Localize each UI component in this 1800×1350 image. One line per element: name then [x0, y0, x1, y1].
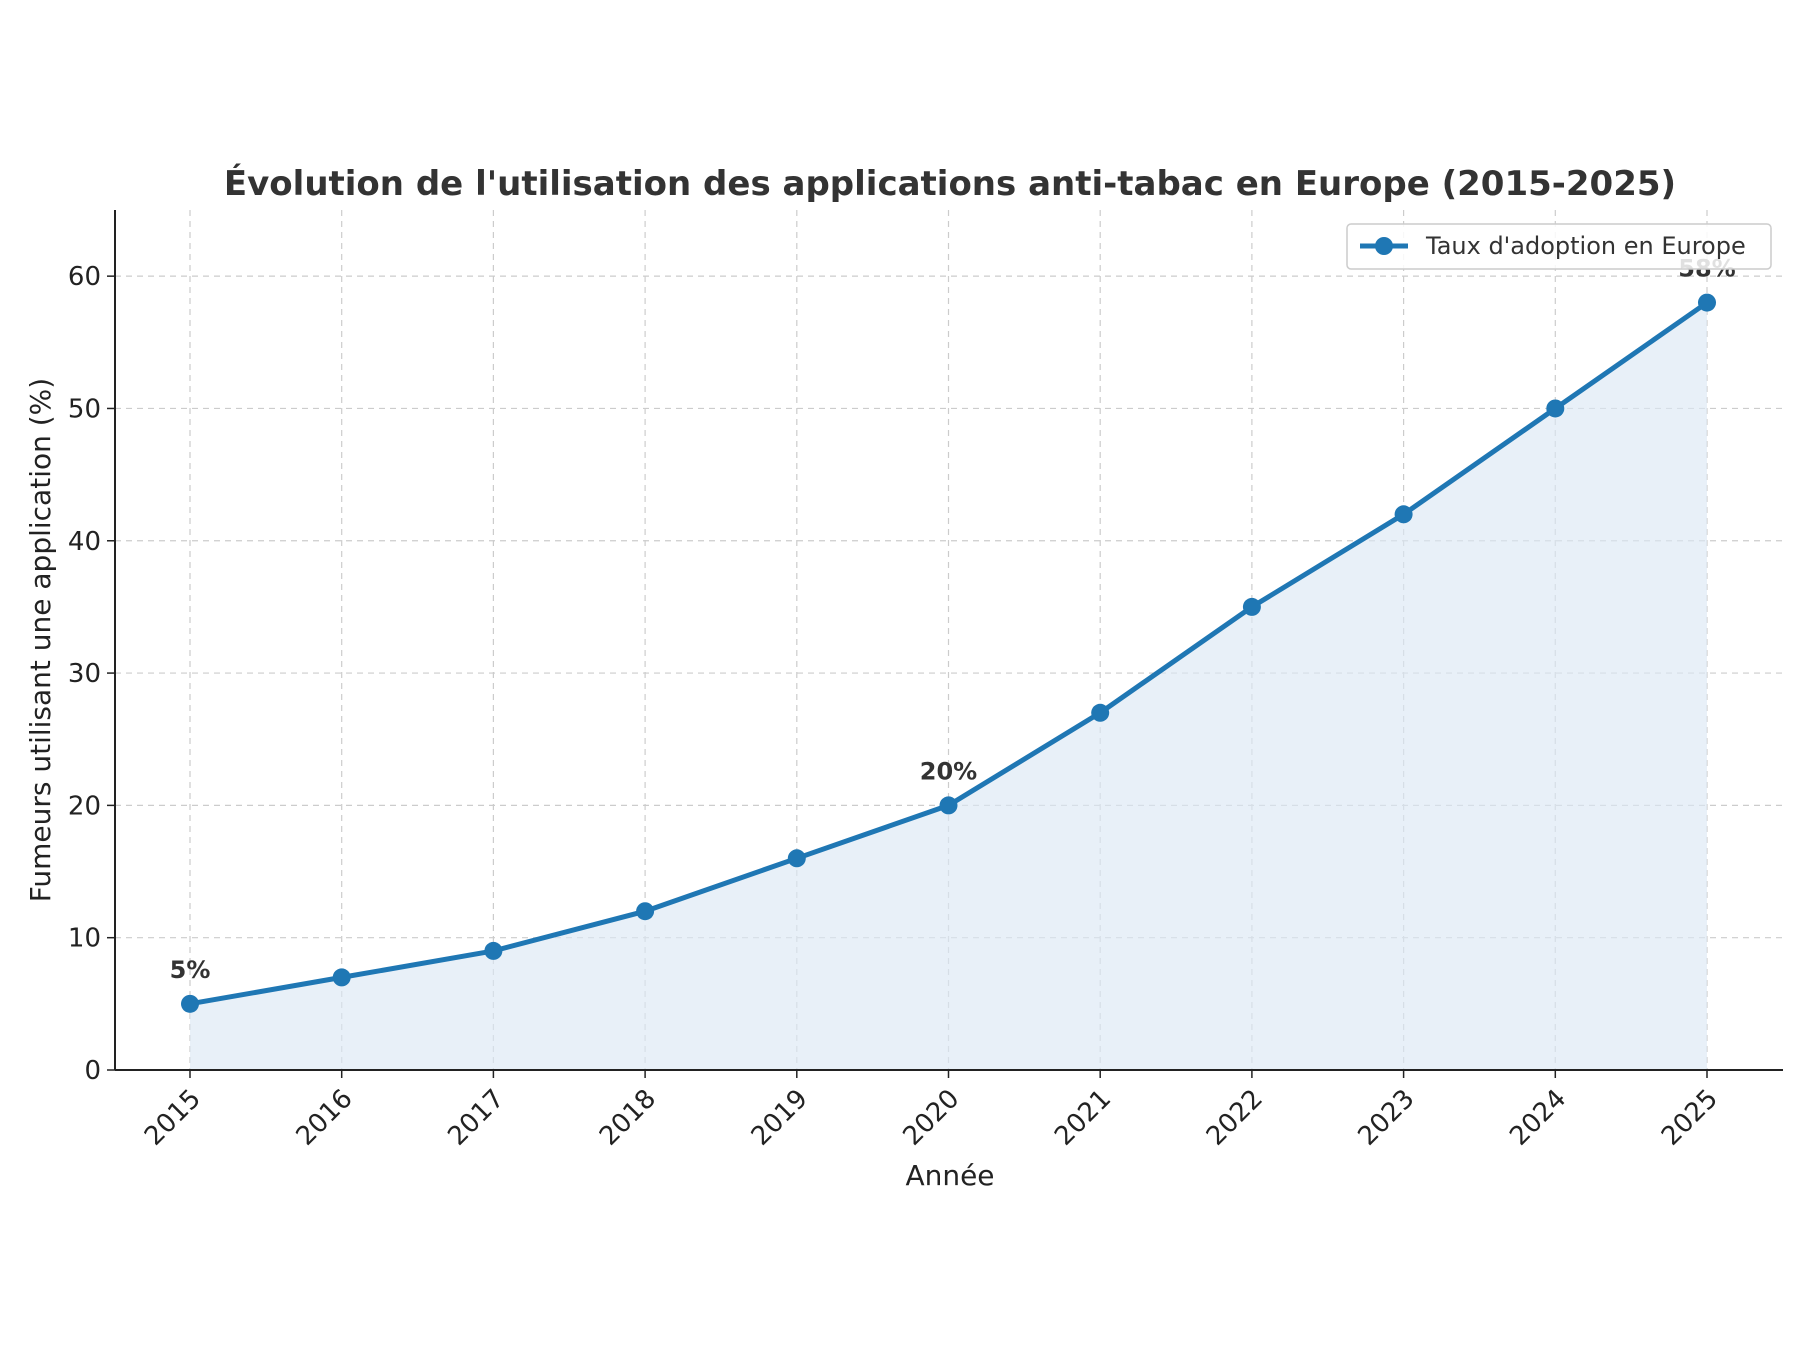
x-tick-label: 2021	[1049, 1084, 1117, 1152]
y-tick-label: 0	[84, 1056, 101, 1086]
legend-entry-label: Taux d'adoption en Europe	[1425, 232, 1746, 260]
y-tick-label: 30	[68, 659, 101, 689]
legend: Taux d'adoption en Europe	[1346, 223, 1772, 270]
x-tick-label: 2016	[291, 1084, 359, 1152]
data-point	[181, 994, 199, 1013]
x-tick-label: 2019	[746, 1084, 814, 1152]
x-tick-label: 2025	[1656, 1084, 1724, 1152]
data-point	[1242, 597, 1261, 616]
data-point	[1091, 703, 1110, 722]
x-axis-label: Année	[905, 1159, 994, 1192]
data-point	[332, 968, 351, 987]
x-tick-label: 2024	[1504, 1084, 1572, 1152]
data-point	[1698, 293, 1716, 312]
data-point	[1546, 399, 1565, 418]
legend-box	[1346, 223, 1772, 270]
x-tick-label: 2017	[442, 1084, 510, 1152]
legend-marker-icon	[1375, 237, 1393, 255]
data-point	[484, 941, 503, 960]
series-area	[190, 302, 1707, 1071]
data-points	[181, 293, 1716, 1013]
area-fill	[190, 302, 1707, 1071]
x-tick-label: 2015	[139, 1084, 207, 1152]
y-tick-label: 50	[68, 394, 101, 424]
y-tick-label: 40	[68, 527, 101, 557]
x-tick-label: 2023	[1353, 1084, 1421, 1152]
data-point	[939, 796, 958, 815]
x-tick-label: 2020	[897, 1084, 965, 1152]
data-point	[636, 902, 655, 921]
y-axis-label: Fumeurs utilisant une application (%)	[24, 378, 57, 902]
data-point	[787, 849, 806, 868]
x-tick-label: 2022	[1201, 1084, 1269, 1152]
y-tick-label: 60	[68, 262, 101, 292]
x-tick-label: 2018	[594, 1084, 662, 1152]
y-tick-label: 10	[68, 924, 101, 954]
chart-title: Évolution de l'utilisation des applicati…	[224, 163, 1676, 204]
y-tick-label: 20	[68, 791, 101, 821]
data-label: 20%	[920, 757, 977, 785]
data-label: 5%	[170, 956, 211, 984]
data-point	[1394, 505, 1413, 524]
